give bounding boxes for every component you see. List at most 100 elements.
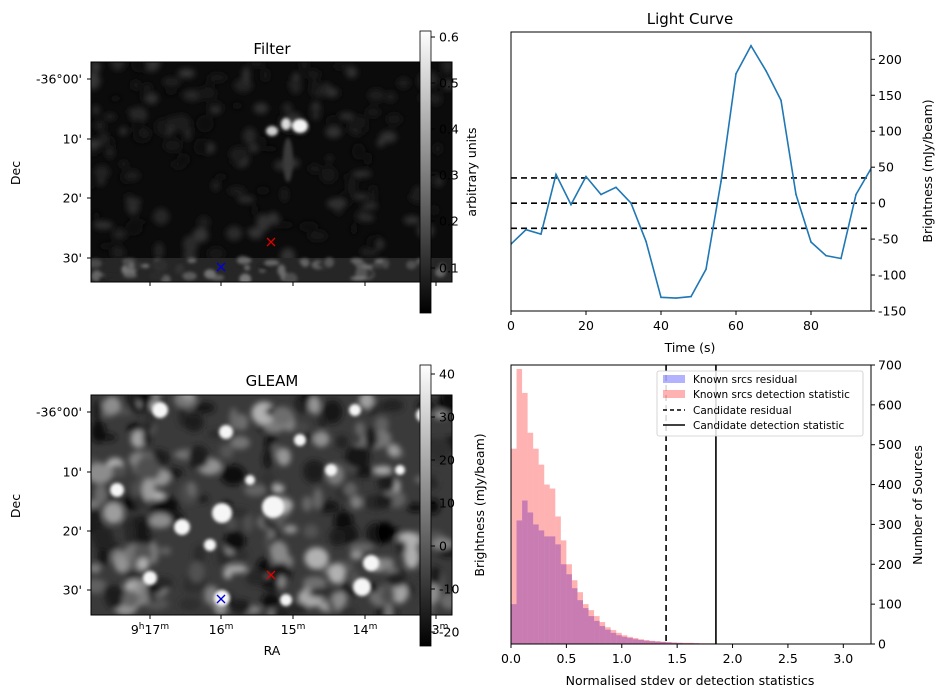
- lightcurve-x-tick-label: 40: [653, 318, 669, 333]
- gleam-title: GLEAM: [246, 372, 299, 390]
- histogram-bars: [511, 368, 733, 644]
- histogram-y-tick-label: 0: [878, 637, 886, 652]
- lightcurve-x-ticks: 0 20 40 60 80: [507, 311, 819, 333]
- hist-bar-detection: [583, 604, 589, 644]
- histogram-x-tick-label: 1.0: [612, 651, 632, 666]
- hist-bar-residual: [583, 608, 589, 644]
- gleam-colorbar-tick-label: 30: [439, 410, 455, 425]
- legend-label-candidate-detection: Candidate detection statistic: [693, 420, 845, 432]
- filter-dec-label: Dec: [8, 161, 23, 185]
- filter-x-tickmarks: [149, 282, 437, 286]
- legend-label-residual: Known srcs residual: [693, 374, 797, 386]
- lightcurve-point: [840, 257, 842, 260]
- histogram-y-ticks: 0 100 200 300 400 500 600 700: [871, 358, 902, 652]
- histogram-y-tick-label: 300: [878, 517, 902, 532]
- gleam-ra-tick-label: 15m: [281, 622, 306, 637]
- hist-bar-detection: [577, 592, 584, 644]
- hist-bar-residual: [605, 629, 611, 644]
- gleam-red-marker: [266, 570, 276, 580]
- legend-swatch-residual: [663, 375, 685, 383]
- hist-bar-residual: [571, 588, 578, 644]
- histogram-y-tick-label: 100: [878, 597, 902, 612]
- gleam-colorbar-tick-label: -10: [439, 582, 459, 597]
- gleam-colorbar-tick-label: 0: [439, 539, 447, 554]
- hist-bar-residual: [566, 574, 572, 644]
- histogram-y-tick-label: 700: [878, 358, 902, 373]
- hist-bar-residual: [627, 638, 633, 644]
- lightcurve-point: [765, 70, 767, 72]
- histogram-x-tick-label: 0.5: [556, 651, 576, 666]
- lightcurve-y-tick-label: 150: [878, 88, 902, 103]
- lightcurve-y-tick-label: 50: [878, 160, 894, 175]
- filter-colorbar-tick-label: 0.5: [439, 76, 459, 91]
- lightcurve-point: [780, 99, 782, 102]
- hist-bar-residual: [621, 636, 628, 644]
- lightcurve-y-tick-label: 200: [878, 52, 902, 67]
- hist-bar-detection: [549, 488, 556, 644]
- legend-swatch-detection: [663, 390, 685, 398]
- lightcurve-point: [855, 193, 857, 196]
- hist-bar-residual: [555, 544, 561, 644]
- filter-dec-tick-label: -36°00': [36, 72, 82, 87]
- lightcurve-point: [720, 180, 722, 183]
- hist-bar-detection: [571, 580, 578, 644]
- hist-bar-detection: [627, 636, 633, 644]
- histogram-y-tick-label: 400: [878, 477, 902, 492]
- gleam-ra-tick-label: 9h17m: [131, 622, 169, 637]
- hist-bar-detection: [599, 622, 606, 644]
- hist-bar-residual: [649, 641, 656, 644]
- hist-bar-residual: [632, 639, 639, 644]
- filter-image: [91, 62, 452, 282]
- histogram-y-tick-label: 600: [878, 397, 902, 412]
- lightcurve-point: [570, 203, 572, 206]
- legend-label-detection: Known srcs detection statistic: [693, 389, 850, 401]
- filter-colorbar-tick-label: 0.1: [439, 261, 459, 276]
- hist-bar-residual: [594, 620, 600, 644]
- hist-bar-residual: [549, 536, 556, 644]
- gleam-ra-label: RA: [264, 643, 281, 658]
- hist-bar-residual: [544, 536, 550, 644]
- gleam-dec-tick-label: -36°00': [36, 405, 82, 420]
- lightcurve-title: Light Curve: [647, 10, 733, 28]
- hist-bar-detection: [594, 616, 600, 644]
- hist-bar-residual: [588, 616, 595, 644]
- gleam-panel: GLEAM Dec -36°00' 10' 20' 30' 9h17m 16m 15m 14…: [8, 364, 459, 658]
- lightcurve-point: [660, 296, 662, 299]
- histogram-right-ylabel: Number of Sources: [910, 445, 925, 565]
- lightcurve-point: [645, 240, 647, 243]
- gleam-image: [91, 395, 452, 615]
- hist-bar-residual: [638, 640, 644, 644]
- lightcurve-point: [630, 202, 632, 204]
- lightcurve-point: [735, 72, 737, 75]
- histogram-xlabel: Normalised stdev or detection statistics: [566, 673, 815, 688]
- lightcurve-xlabel: Time (s): [664, 340, 716, 355]
- hist-bar-residual: [655, 641, 661, 644]
- histogram-y-tick-label: 500: [878, 437, 902, 452]
- lightcurve-point: [585, 175, 587, 178]
- hist-bar-detection: [677, 642, 683, 644]
- lightcurve-y-tick-label: 0: [878, 196, 886, 211]
- filter-dec-ticks: -36°00' 10' 20' 30': [36, 72, 91, 266]
- lightcurve-point: [555, 173, 557, 176]
- gleam-ra-tick-label: 16m: [209, 622, 234, 637]
- hist-bar-residual: [660, 642, 667, 644]
- hist-bar-residual: [577, 600, 584, 644]
- hist-bar-detection: [522, 392, 528, 644]
- hist-bar-detection: [616, 632, 622, 644]
- hist-bar-residual: [533, 524, 539, 644]
- lightcurve-point: [750, 44, 752, 47]
- histogram-x-tick-label: 3.0: [833, 651, 853, 666]
- filter-dec-tick-label: 30': [63, 251, 82, 266]
- filter-red-marker: [266, 237, 276, 247]
- lightcurve-point: [690, 295, 692, 298]
- filter-bright-source: [266, 118, 308, 182]
- hist-bar-detection: [632, 638, 639, 644]
- filter-dec-tick-label: 10': [63, 132, 82, 147]
- histogram-x-tick-label: 2.0: [723, 651, 743, 666]
- hist-bar-detection: [649, 640, 656, 644]
- histogram-x-tick-label: 2.5: [778, 651, 798, 666]
- hist-bar-detection: [610, 630, 617, 644]
- lightcurve-point: [525, 228, 527, 231]
- hist-bar-detection: [560, 540, 567, 644]
- hist-bar-detection: [660, 641, 667, 644]
